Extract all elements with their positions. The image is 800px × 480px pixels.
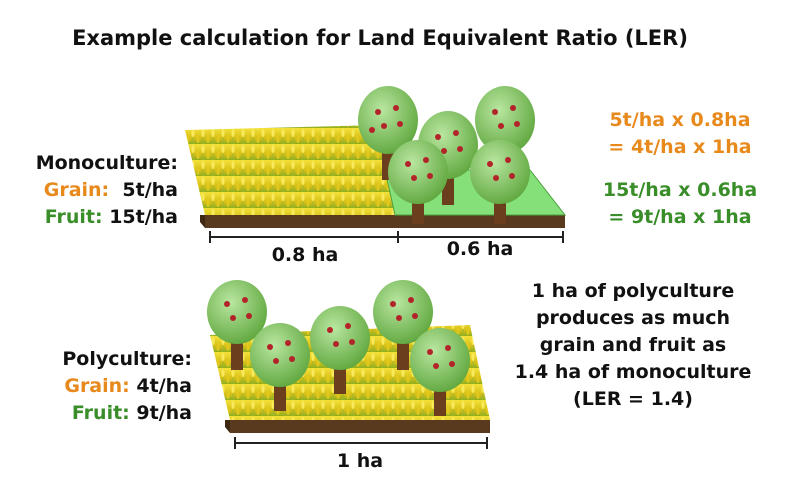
monoculture-trees: [358, 86, 535, 224]
fruit-label: Fruit:: [71, 402, 130, 424]
polyculture-grain-row: Grain: 4t/ha: [0, 373, 192, 400]
conclusion-line: grain and fruit as: [539, 334, 727, 356]
apple-tree-icon: [373, 280, 433, 370]
grain-calculation: 5t/ha x 0.8ha = 4t/ha x 1ha: [570, 107, 790, 161]
fruit-value: 15t/ha: [109, 206, 178, 228]
polyculture-legend: Polyculture: Grain: 4t/ha Fruit: 9t/ha: [0, 346, 192, 427]
fruit-calculation: 15t/ha x 0.6ha = 9t/ha x 1ha: [570, 177, 790, 231]
monoculture-fruit-row: Fruit: 15t/ha: [0, 204, 178, 231]
polyculture-trees: [207, 280, 470, 416]
conclusion-ler: (LER = 1.4): [573, 388, 693, 410]
fruit-calc-result: = 9t/ha x 1ha: [608, 206, 752, 228]
monoculture-grain-field: [185, 125, 395, 228]
page-title: Example calculation for Land Equivalent …: [72, 26, 688, 50]
grain-value: 5t/ha: [122, 179, 178, 201]
grain-value: 4t/ha: [136, 375, 192, 397]
conclusion-line: 1.4 ha of monoculture: [514, 361, 752, 383]
conclusion-text: 1 ha of polyculture produces as much gra…: [478, 278, 788, 413]
apple-tree-icon: [410, 328, 470, 416]
apple-tree-icon: [310, 306, 370, 394]
fruit-label: Fruit:: [44, 206, 103, 228]
apple-tree-icon: [470, 140, 530, 224]
fruit-calc-line: 15t/ha x 0.6ha: [602, 179, 758, 201]
polyculture-measure-bar: [234, 437, 488, 449]
apple-tree-icon: [207, 280, 267, 370]
monoculture-legend: Monoculture: Grain: 5t/ha Fruit: 15t/ha: [0, 150, 178, 231]
grain-calc-result: = 4t/ha x 1ha: [608, 136, 752, 158]
grain-calc-line: 5t/ha x 0.8ha: [609, 109, 751, 131]
apple-tree-icon: [388, 140, 448, 224]
area-label-grain: 0.8 ha: [271, 244, 339, 266]
grain-label: Grain:: [64, 375, 130, 397]
area-label-polyculture: 1 ha: [336, 450, 384, 472]
polyculture-fruit-row: Fruit: 9t/ha: [0, 400, 192, 427]
fruit-value: 9t/ha: [136, 402, 192, 424]
polyculture-heading: Polyculture:: [62, 348, 192, 370]
monoculture-measure-bar: [209, 231, 564, 243]
monoculture-grain-row: Grain: 5t/ha: [0, 177, 178, 204]
conclusion-line: 1 ha of polyculture: [531, 280, 735, 302]
area-label-fruit: 0.6 ha: [446, 238, 514, 260]
apple-tree-icon: [250, 323, 310, 411]
conclusion-line: produces as much: [535, 307, 731, 329]
grain-label: Grain:: [43, 179, 110, 201]
apple-tree-icon: [358, 86, 418, 180]
monoculture-heading: Monoculture:: [35, 152, 178, 174]
